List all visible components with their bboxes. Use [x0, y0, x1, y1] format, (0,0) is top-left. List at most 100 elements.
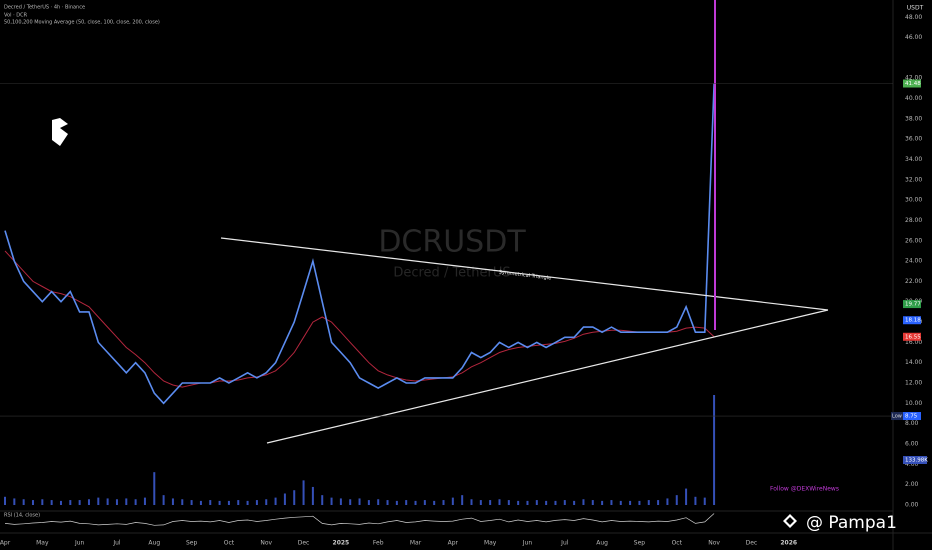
low-value-box [903, 412, 921, 421]
x-tick-label: May [36, 540, 49, 547]
volume-bar [311, 486, 314, 505]
x-tick-label: Feb [373, 540, 384, 547]
x-tick-label: Sep [186, 540, 198, 547]
volume-bar [78, 500, 81, 505]
author-icon [783, 514, 797, 528]
follow-note: Follow @DEXWireNews [770, 486, 839, 493]
volume-bar [218, 500, 221, 505]
ma-line [4, 250, 715, 388]
volume-bar [41, 499, 44, 505]
indicator-label: 50,100,200 Moving Average (50, close, 10… [4, 20, 160, 26]
volume-bar [685, 488, 688, 505]
volume-bar [703, 497, 706, 505]
price-label: 16.55 [905, 334, 921, 340]
volume-bar [87, 499, 90, 505]
low-value: 8.75 [905, 414, 918, 420]
volume-bar [358, 498, 361, 505]
volume-bar [162, 495, 165, 505]
x-tick-label: Dec [298, 540, 310, 547]
y-tick-label: 24.00 [905, 258, 922, 265]
volume-bar [395, 500, 398, 505]
volume-bar [13, 498, 16, 505]
x-tick-label: Mar [410, 540, 422, 547]
x-tick-label: Nov [260, 540, 272, 547]
volume-bar [59, 500, 62, 505]
volume-bar [31, 500, 34, 505]
y-tick-label: 0.00 [905, 501, 919, 508]
y-tick-label: 32.00 [905, 176, 922, 183]
y-tick-label: 6.00 [905, 440, 919, 447]
volume-bar [125, 498, 128, 505]
volume-bar [526, 500, 529, 505]
volume-bar [414, 500, 417, 505]
volume-bar [442, 500, 445, 505]
volume-bar [339, 498, 342, 505]
volume-bar [610, 500, 613, 505]
volume-bar [283, 493, 286, 505]
y-tick-label: 46.00 [905, 34, 922, 41]
volume-bar [461, 495, 464, 505]
volume-bar [545, 500, 548, 505]
y-tick-label: 26.00 [905, 237, 922, 244]
chart-title: Decred / TetherUS · 4h · Binance [4, 5, 85, 11]
price-label-box [903, 316, 921, 325]
volume-bar [265, 499, 268, 505]
volume-bar [386, 500, 389, 505]
x-tick-label: Jun [74, 540, 85, 547]
y-tick-label: 36.00 [905, 136, 922, 143]
watermark: DCRUSDT [378, 225, 526, 260]
volume-bar [274, 497, 277, 505]
y-tick-label: 22.00 [905, 278, 922, 285]
volume-bar [171, 498, 174, 505]
rsi-label: RSI (14, close) [4, 513, 40, 519]
volume-bar [246, 500, 249, 505]
volume-bar [433, 500, 436, 505]
x-tick-label: Aug [148, 540, 160, 547]
x-tick-label: Jul [112, 540, 121, 547]
volume-bar [106, 498, 109, 505]
price-label: 41.48 [905, 81, 921, 87]
volume-bar [629, 500, 632, 505]
y-tick-label: 28.00 [905, 217, 922, 224]
volume-bar [50, 500, 53, 505]
volume-bar [293, 490, 296, 505]
volume-bar [451, 497, 454, 505]
volume-bar [69, 500, 72, 505]
price-label: 18.18 [905, 318, 921, 324]
x-tick-label: Apr [0, 540, 11, 547]
y-tick-label: 14.00 [905, 359, 922, 366]
price-label: 19.77 [905, 302, 921, 308]
x-tick-label: Apr [448, 540, 459, 547]
x-tick-label: Dec [746, 540, 758, 547]
volume-bar [255, 500, 258, 505]
volume-bar [22, 499, 25, 505]
x-tick-label: Oct [224, 540, 235, 547]
x-tick-label: May [484, 540, 497, 547]
volume-bar [423, 500, 426, 505]
currency: USDT [907, 5, 924, 12]
volume-bar [97, 497, 100, 505]
x-tick-label: 2026 [780, 540, 797, 547]
chart-subtitle: Vol · DCR [4, 13, 28, 19]
price-label-box [903, 332, 921, 341]
volume-bar [675, 495, 678, 505]
y-tick-label: 8.00 [905, 420, 919, 427]
price-line [4, 83, 715, 405]
volume-bar [694, 496, 697, 505]
x-tick-label: Oct [672, 540, 683, 547]
volume-bar [321, 495, 324, 505]
x-tick-label: 2025 [333, 540, 350, 547]
volume-bar [134, 499, 137, 505]
y-tick-label: 2.00 [905, 481, 919, 488]
volume-bar [227, 500, 230, 505]
x-tick-label: Jul [560, 540, 569, 547]
volume-bar [647, 500, 650, 505]
volume-bar [377, 499, 380, 505]
volume-bar [563, 500, 566, 505]
x-tick-label: Aug [596, 540, 608, 547]
volume-bar [209, 500, 212, 505]
x-tick-label: Sep [634, 540, 646, 547]
volume-bar [601, 500, 604, 505]
